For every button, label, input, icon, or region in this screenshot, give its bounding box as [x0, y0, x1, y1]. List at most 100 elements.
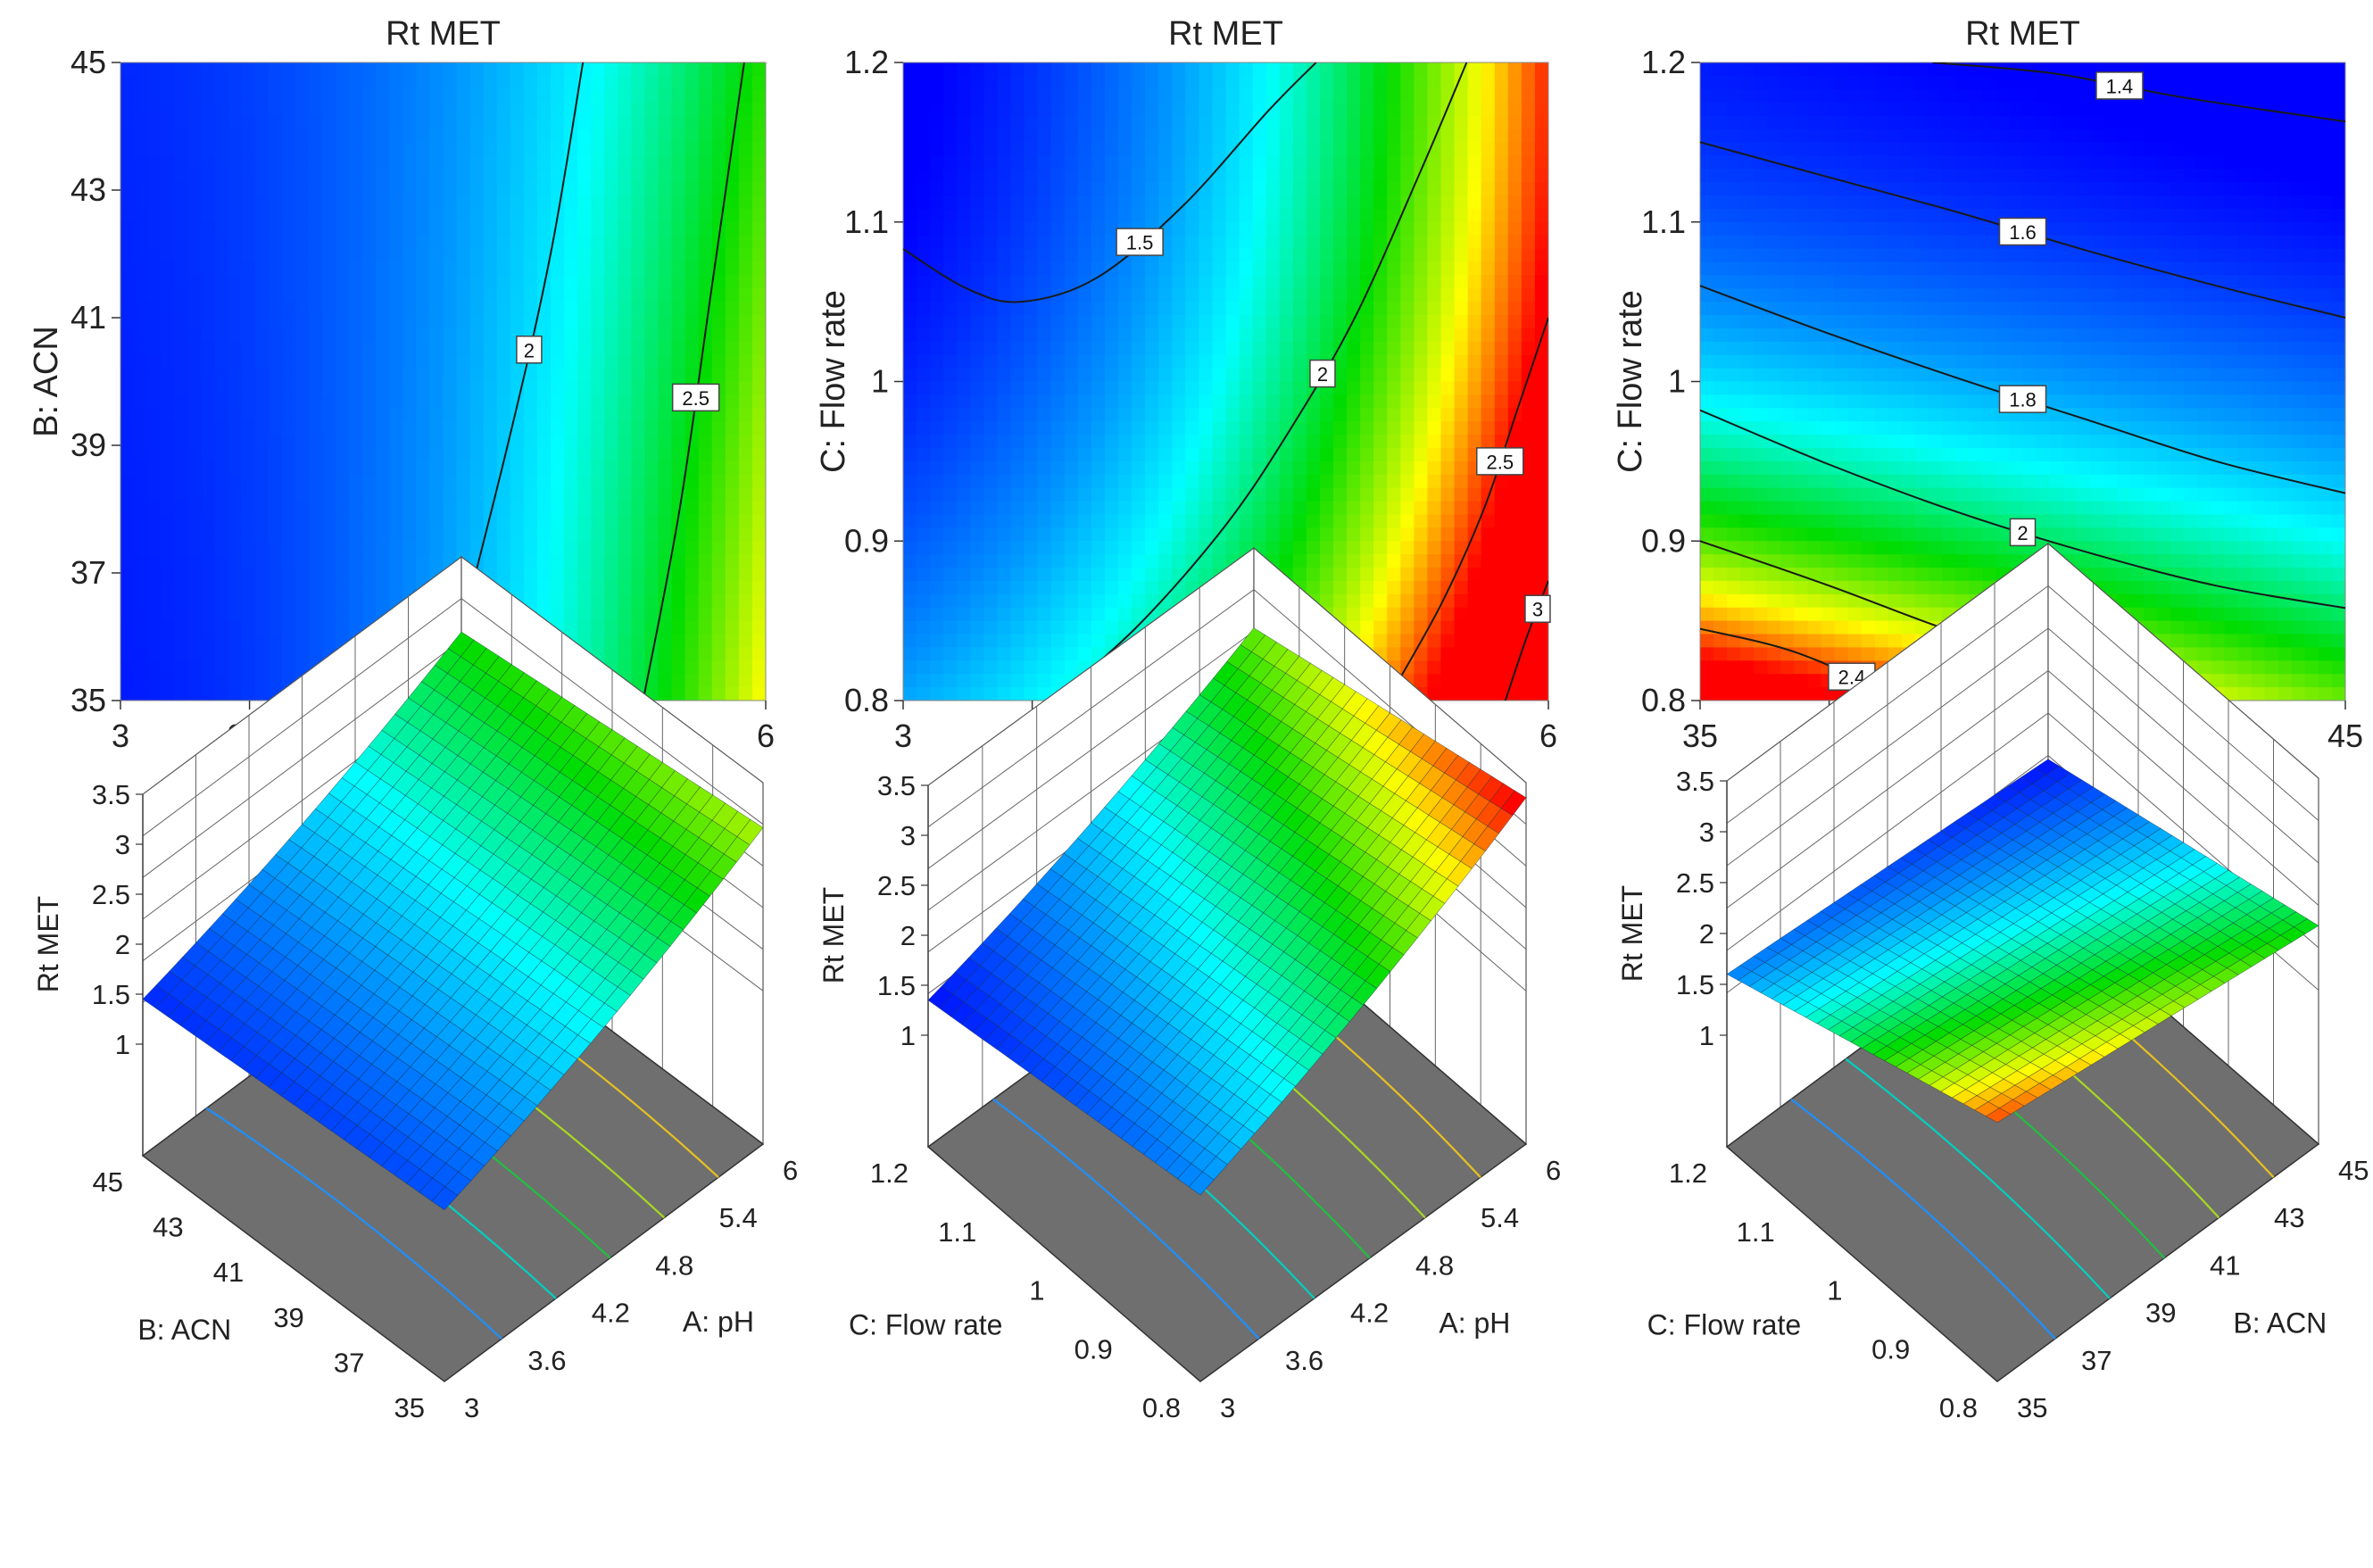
- heatmap-cell: [970, 634, 985, 649]
- heatmap-cell: [917, 460, 931, 476]
- heatmap-cell: [268, 514, 283, 529]
- heatmap-cell: [685, 328, 700, 343]
- heatmap-cell: [751, 195, 766, 210]
- heatmap-cell: [1333, 514, 1348, 529]
- heatmap-cell: [551, 514, 565, 529]
- heatmap-cell: [228, 328, 243, 343]
- heatmap-cell: [1481, 195, 1496, 210]
- heatmap-cell: [1454, 687, 1469, 701]
- heatmap-cell: [1252, 155, 1267, 170]
- heatmap-cell: [957, 408, 972, 422]
- heatmap-cell: [1507, 142, 1523, 157]
- heatmap-cell: [1306, 248, 1321, 263]
- heatmap-cell: [1185, 394, 1200, 410]
- heatmap-cell: [1104, 487, 1119, 502]
- heatmap-cell: [970, 315, 985, 329]
- heatmap-cell: [1050, 221, 1066, 236]
- heatmap-cell: [631, 660, 646, 676]
- heatmap-cell: [943, 142, 958, 157]
- heatmap-cell: [416, 541, 431, 555]
- heatmap-cell: [161, 447, 176, 462]
- heatmap-cell: [429, 62, 444, 77]
- heatmap-cell: [241, 302, 256, 316]
- heatmap-cell: [564, 593, 578, 609]
- heatmap-cell: [1104, 368, 1119, 383]
- heatmap-cell: [1454, 527, 1469, 543]
- heatmap-cell: [903, 275, 917, 290]
- heatmap-cell: [1118, 354, 1133, 369]
- heatmap-cell: [671, 129, 686, 144]
- heatmap-cell: [1212, 501, 1227, 516]
- heatmap-cell: [201, 169, 216, 183]
- heatmap-cell: [281, 248, 296, 263]
- heatmap-cell: [214, 568, 229, 582]
- heatmap-cell: [1172, 354, 1187, 369]
- heatmap-cell: [416, 435, 431, 449]
- heatmap-cell: [241, 315, 256, 329]
- heatmap-cell: [698, 421, 713, 436]
- heatmap-cell: [997, 394, 1012, 410]
- heatmap-cell: [1185, 75, 1200, 90]
- heatmap-cell: [1387, 155, 1402, 170]
- heatmap-cell: [308, 460, 323, 476]
- heatmap-cell: [416, 248, 431, 263]
- heatmap-cell: [429, 554, 444, 568]
- heatmap-cell: [429, 261, 444, 277]
- heatmap-cell: [1754, 634, 1769, 649]
- heatmap-cell: [376, 447, 391, 462]
- heatmap-cell: [1481, 487, 1496, 502]
- heatmap-cell: [604, 580, 619, 595]
- heatmap-cell: [1265, 501, 1281, 516]
- heatmap-cell: [658, 195, 673, 210]
- heatmap-cell: [671, 195, 686, 210]
- heatmap-cell: [281, 634, 296, 649]
- heatmap-cell: [336, 580, 350, 595]
- heatmap-cell: [469, 261, 485, 277]
- heatmap-cell: [917, 394, 931, 410]
- heatmap-cell: [917, 75, 931, 90]
- heatmap-cell: [671, 421, 686, 436]
- heatmap-cell: [1400, 248, 1415, 263]
- heatmap-cell: [1024, 435, 1039, 449]
- heatmap-cell: [1077, 169, 1092, 183]
- heatmap-cell: [241, 248, 256, 263]
- heatmap-cell: [957, 674, 972, 688]
- heatmap-cell: [510, 208, 525, 223]
- heatmap-cell: [362, 394, 377, 410]
- heatmap-cell: [295, 169, 310, 183]
- heatmap-cell: [671, 115, 686, 130]
- heatmap-cell: [281, 75, 296, 90]
- heatmap-cell: [943, 102, 958, 117]
- heatmap-cell: [214, 514, 229, 529]
- heatmap-cell: [711, 62, 726, 77]
- heatmap-cell: [214, 487, 229, 502]
- heatmap-cell: [429, 302, 444, 316]
- heatmap-cell: [564, 501, 578, 516]
- heatmap-cell: [1319, 88, 1334, 104]
- heatmap-cell: [1767, 647, 1782, 662]
- heatmap-cell: [268, 275, 283, 290]
- heatmap-cell: [1373, 394, 1389, 410]
- heatmap-cell: [523, 275, 538, 290]
- heatmap-cell: [1700, 620, 1714, 635]
- heatmap-cell: [1077, 102, 1092, 117]
- heatmap-cell: [1077, 341, 1092, 356]
- heatmap-cell: [957, 182, 972, 196]
- heatmap-cell: [1306, 447, 1321, 462]
- heatmap-cell: [523, 435, 538, 449]
- heatmap-cell: [523, 248, 538, 263]
- heatmap-cell: [336, 435, 350, 449]
- heatmap-cell: [1212, 381, 1227, 396]
- heatmap-cell: [496, 447, 511, 462]
- heatmap-cell: [201, 408, 216, 422]
- heatmap-cell: [618, 568, 633, 582]
- heatmap-cell: [308, 261, 323, 277]
- heatmap-cell: [551, 487, 565, 502]
- heatmap-cell: [1333, 527, 1348, 543]
- heatmap-cell: [1414, 288, 1429, 303]
- heatmap-cell: [349, 408, 363, 422]
- heatmap-cell: [1225, 447, 1240, 462]
- heatmap-cell: [1414, 328, 1429, 343]
- heatmap-cell: [903, 315, 917, 329]
- heatmap-cell: [187, 474, 203, 489]
